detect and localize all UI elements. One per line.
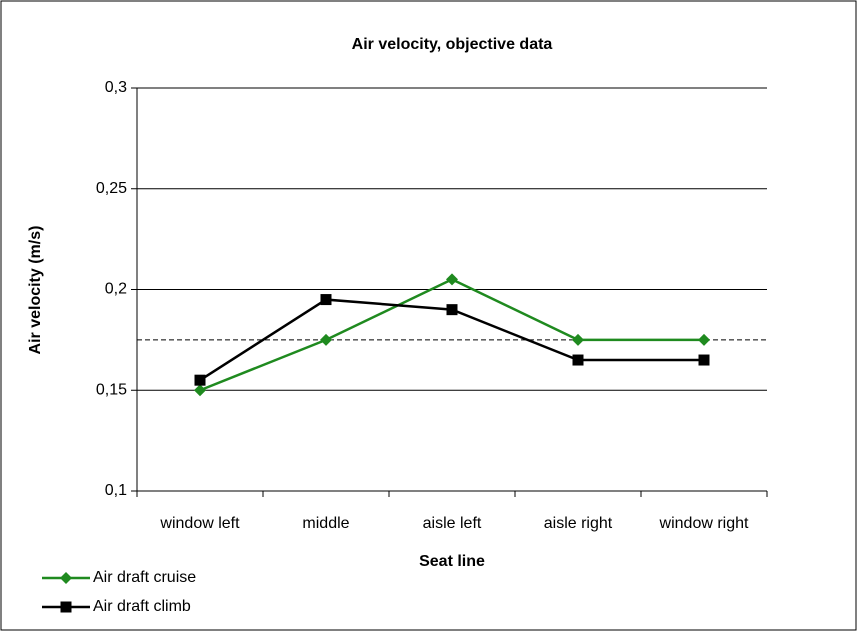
marker xyxy=(572,354,584,366)
marker xyxy=(194,374,206,386)
marker xyxy=(698,354,710,366)
x-axis-label: Seat line xyxy=(419,553,485,570)
marker xyxy=(320,294,332,306)
y-tick-label: 0,2 xyxy=(105,281,127,298)
chart-title: Air velocity, objective data xyxy=(352,36,553,53)
legend-marker xyxy=(60,572,72,584)
y-axis-label: Air velocity (m/s) xyxy=(27,226,44,355)
x-tick-label: window right xyxy=(659,515,749,532)
marker xyxy=(194,384,206,397)
legend-label: Air draft climb xyxy=(93,598,191,615)
x-tick-label: aisle right xyxy=(544,515,613,532)
marker xyxy=(698,333,710,346)
y-tick-label: 0,1 xyxy=(105,482,127,499)
marker xyxy=(446,273,458,286)
y-tick-label: 0,15 xyxy=(96,381,127,398)
marker xyxy=(320,333,332,346)
marker xyxy=(446,304,458,316)
y-tick-label: 0,25 xyxy=(96,180,127,197)
marker xyxy=(572,333,584,346)
legend-label: Air draft cruise xyxy=(93,569,196,586)
y-tick-label: 0,3 xyxy=(105,79,127,96)
x-tick-label: middle xyxy=(302,515,349,532)
x-tick-label: aisle left xyxy=(423,515,482,532)
legend-marker xyxy=(60,601,72,613)
x-tick-label: window left xyxy=(159,515,240,532)
